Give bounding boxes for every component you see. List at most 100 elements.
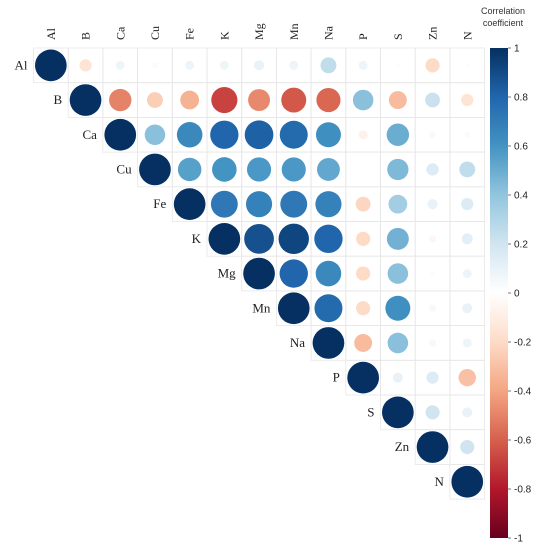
correlation-circle-mg-n [462, 269, 472, 279]
correlation-circle-fe-mn [280, 190, 308, 218]
correlation-circle-ca-na [315, 122, 341, 148]
correlation-circle-cu-s [387, 158, 409, 181]
correlation-circle-fe-s [388, 194, 408, 214]
correlation-circle-fe-na [315, 191, 342, 218]
row-label-ca: Ca [82, 127, 97, 142]
correlation-circle-na-zn [429, 339, 437, 347]
correlation-circle-al-al [35, 49, 67, 82]
row-label-fe: Fe [153, 196, 166, 211]
legend-title-line2: coefficient [483, 18, 524, 28]
column-label-k: K [217, 31, 231, 40]
correlation-circle-mg-s [387, 263, 409, 284]
correlation-circle-ca-mg [244, 120, 274, 150]
correlation-circle-cu-mg [246, 157, 272, 182]
correlation-circle-b-fe [180, 90, 200, 110]
correlation-circle-b-mn [281, 87, 307, 113]
legend: Correlation coefficient 1 0.8 0.6 0.4 0.2 0 -0… [481, 6, 532, 545]
correlation-circle-ca-k [210, 120, 239, 149]
correlation-circle-al-k [219, 60, 229, 70]
legend-tick-label: 0.2 [514, 240, 528, 251]
row-label-s: S [367, 404, 374, 419]
correlation-circle-al-cu [152, 62, 158, 69]
correlation-circle-ca-cu [144, 124, 166, 146]
correlation-circle-cu-p [361, 167, 365, 172]
correlation-circle-cu-mn [281, 157, 306, 182]
correlation-circle-al-p [358, 60, 368, 70]
legend-tick-label: -0.4 [514, 387, 532, 398]
correlation-circle-mg-p [356, 266, 371, 281]
legend-tick-label: 0 [514, 289, 520, 300]
correlation-circle-al-mg [254, 60, 265, 71]
correlation-circle-fe-zn [427, 199, 438, 210]
row-label-p: P [333, 370, 340, 385]
correlation-circle-n-n [451, 465, 484, 498]
correlation-circles [35, 49, 484, 498]
correlation-circle-s-zn [425, 405, 440, 420]
row-label-cu: Cu [116, 161, 132, 176]
legend-tick-label: 0.4 [514, 191, 528, 202]
correlation-circle-na-p [354, 333, 373, 352]
correlation-circle-fe-fe [173, 188, 206, 220]
column-label-p: P [356, 33, 370, 40]
column-label-cu: Cu [148, 26, 162, 40]
column-labels: Al B Ca Cu Fe K Mg Mn Na P S Zn N [44, 23, 474, 40]
correlation-circle-b-ca [109, 88, 132, 112]
legend-tick-label: -0.2 [514, 338, 532, 349]
correlation-circle-fe-p [355, 196, 371, 212]
row-label-na: Na [290, 335, 305, 350]
correlation-circle-fe-n [461, 198, 474, 211]
correlation-circle-mg-mn [279, 259, 308, 288]
correlation-circle-mn-mn [277, 292, 310, 325]
correlation-circle-ca-ca [104, 118, 137, 151]
correlation-circle-k-zn [429, 235, 437, 243]
correlation-circle-al-na [320, 57, 337, 74]
correlation-circle-b-k [211, 86, 238, 114]
correlation-circle-s-n [462, 407, 473, 418]
correlation-circle-p-n [458, 368, 476, 387]
column-label-fe: Fe [183, 28, 197, 40]
legend-tick-label: 1 [514, 44, 520, 55]
correlation-circle-b-b [69, 84, 102, 116]
correlation-circle-ca-mn [279, 120, 308, 149]
column-label-zn: Zn [426, 27, 440, 40]
correlation-circle-mn-na [314, 294, 343, 323]
correlation-circle-b-cu [147, 92, 163, 108]
correlation-circle-k-p [356, 231, 371, 246]
correlation-circle-p-zn [426, 371, 439, 384]
correlation-circle-al-b [79, 59, 92, 72]
correlation-circle-k-k [208, 223, 241, 255]
correlation-circle-cu-n [459, 161, 476, 178]
correlation-circle-na-n [462, 338, 472, 348]
legend-tick-label: -0.6 [514, 436, 532, 447]
column-label-s: S [391, 33, 405, 40]
correlation-circle-k-mg [244, 223, 274, 254]
correlation-circle-mg-na [315, 260, 342, 287]
column-label-al: Al [44, 27, 58, 40]
column-label-ca: Ca [113, 26, 127, 40]
correlation-circle-b-zn [425, 92, 440, 108]
correlation-circle-b-p [352, 89, 374, 111]
legend-colorbar [490, 48, 508, 538]
column-label-n: N [460, 31, 474, 40]
correlation-circle-al-n [465, 63, 470, 68]
correlation-circle-s-s [382, 396, 414, 429]
correlation-circle-k-s [386, 227, 409, 250]
correlation-circle-ca-fe [176, 121, 203, 148]
legend-ticks: 1 0.8 0.6 0.4 0.2 0 -0.2 -0.4 -0.6 -0.8 -1 [508, 44, 532, 545]
correlation-circle-ca-zn [429, 131, 436, 138]
column-label-mg: Mg [252, 23, 266, 40]
correlation-circle-mg-mg [243, 257, 275, 290]
row-label-mn: Mn [252, 300, 271, 315]
correlation-circle-al-mn [289, 60, 299, 70]
correlation-circle-na-na [312, 327, 345, 359]
column-label-mn: Mn [287, 23, 301, 40]
row-label-k: K [192, 231, 202, 246]
correlation-circle-al-s [395, 63, 401, 68]
row-labels: Al B Ca Cu Fe K Mg Mn Na P S Zn N [15, 57, 445, 488]
correlation-circle-zn-zn [416, 431, 449, 463]
legend-tick-label: -1 [514, 534, 523, 545]
correlation-circle-b-mg [248, 89, 271, 112]
correlation-circle-al-fe [185, 60, 195, 70]
correlation-circle-mn-s [385, 295, 411, 321]
